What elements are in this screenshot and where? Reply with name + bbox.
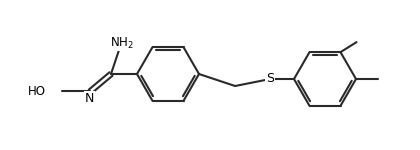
Text: S: S [266, 72, 274, 86]
Text: N: N [84, 92, 94, 105]
Text: NH$_2$: NH$_2$ [110, 35, 134, 51]
Text: HO: HO [28, 85, 46, 98]
